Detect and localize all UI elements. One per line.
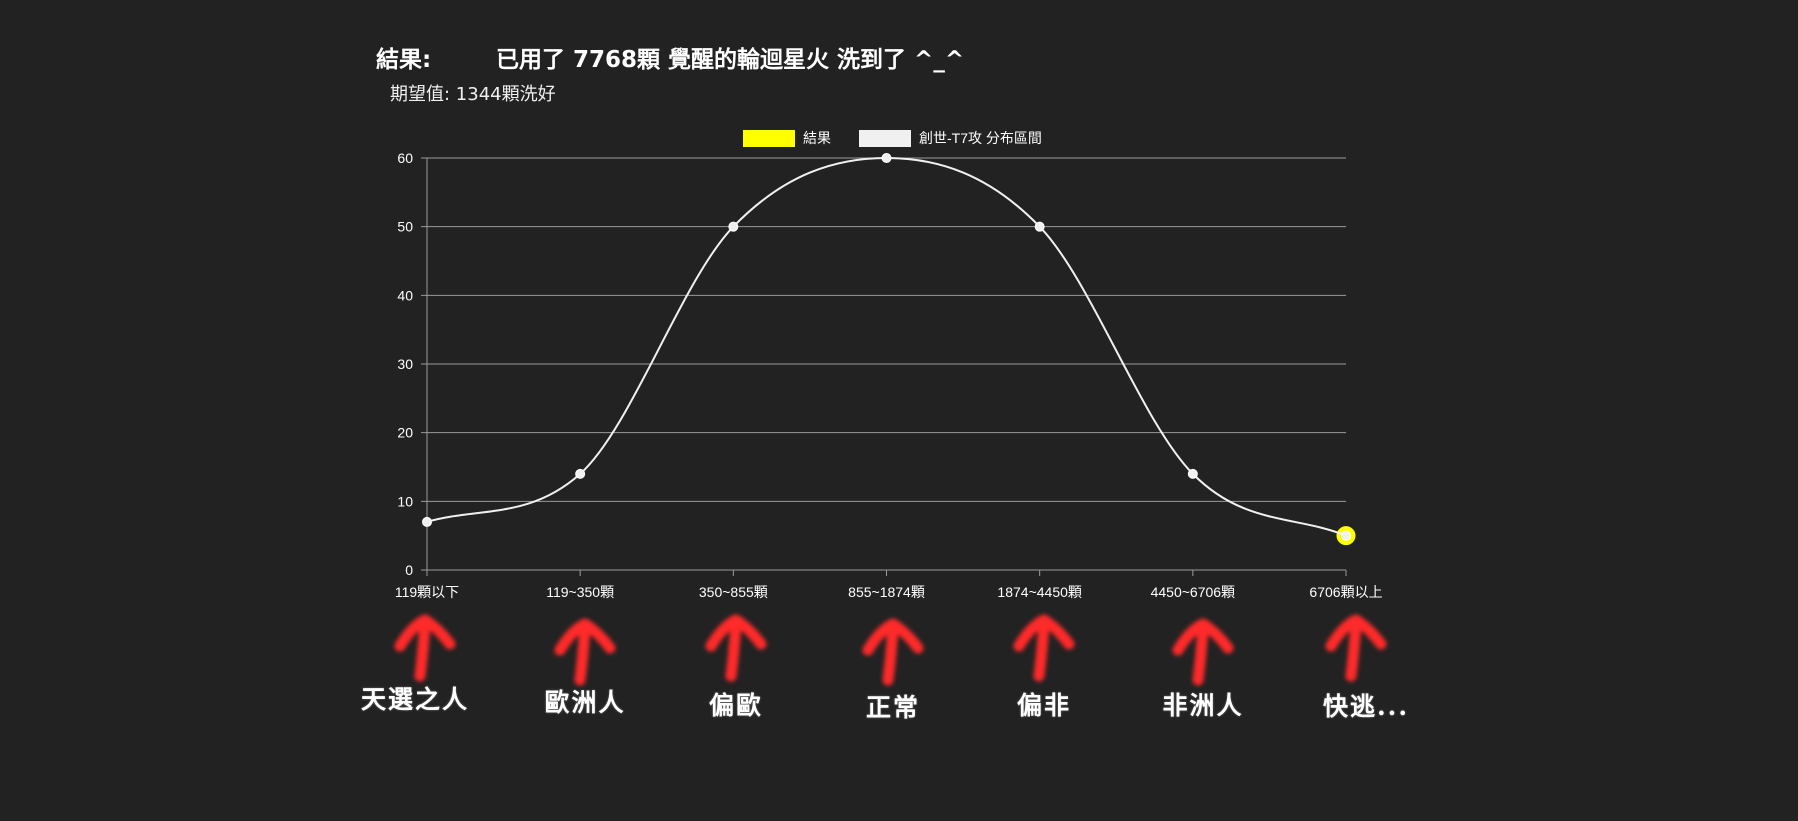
distribution-point[interactable] — [1341, 530, 1351, 541]
y-tick-label: 40 — [397, 287, 413, 303]
y-tick-label: 0 — [405, 562, 413, 578]
legend-swatch — [743, 130, 795, 147]
rating-label: 偏非 — [1016, 691, 1072, 720]
up-arrow-icon — [1013, 614, 1075, 682]
legend-label: 創世-T7攻 分布區間 — [919, 130, 1042, 146]
distribution-point[interactable] — [422, 516, 432, 527]
rating-label: 歐洲人 — [544, 688, 626, 717]
distribution-point[interactable] — [1187, 468, 1198, 479]
distribution-point[interactable] — [1034, 221, 1045, 232]
legend-swatch — [859, 130, 911, 147]
up-arrow-icon — [705, 614, 767, 682]
x-tick-label: 4450~6706顆 — [1151, 584, 1235, 600]
up-arrow-icon — [394, 614, 456, 682]
distribution-line — [426, 156, 1347, 537]
result-label: 結果: — [376, 47, 432, 73]
x-tick-label: 119~350顆 — [546, 584, 614, 600]
x-tick-label: 855~1874顆 — [848, 584, 925, 600]
up-arrow-icon — [1325, 614, 1387, 682]
x-tick-label: 6706顆以上 — [1309, 584, 1382, 600]
x-tick-label: 1874~4450顆 — [997, 584, 1081, 600]
legend-label: 結果 — [803, 130, 831, 146]
distribution-point[interactable] — [881, 153, 892, 163]
rating-label: 快逃... — [1322, 692, 1410, 721]
up-arrow-icon — [554, 618, 616, 686]
up-arrow-icon — [1172, 618, 1234, 686]
result-header: 結果: 已用了 7768顆 覺醒的輪迴星火 洗到了 ^_^ — [376, 40, 964, 74]
y-tick-label: 60 — [397, 150, 413, 166]
expectation-text: 期望值: 1344顆洗好 — [390, 84, 556, 105]
up-arrow-icon — [862, 618, 924, 686]
rating-label: 非洲人 — [1162, 691, 1244, 720]
result-text: 已用了 7768顆 覺醒的輪迴星火 洗到了 ^_^ — [496, 47, 965, 73]
rating-label: 正常 — [865, 693, 921, 722]
x-tick-label: 350~855顆 — [699, 584, 768, 600]
distribution-point[interactable] — [728, 221, 739, 232]
y-tick-label: 20 — [397, 425, 413, 441]
rating-label: 偏歐 — [708, 691, 764, 720]
y-tick-label: 10 — [397, 493, 413, 509]
y-tick-label: 50 — [397, 219, 413, 235]
x-tick-label: 119顆以下 — [395, 584, 459, 600]
y-tick-label: 30 — [397, 356, 413, 372]
rating-label: 天選之人 — [360, 685, 470, 714]
distribution-point[interactable] — [575, 468, 586, 479]
